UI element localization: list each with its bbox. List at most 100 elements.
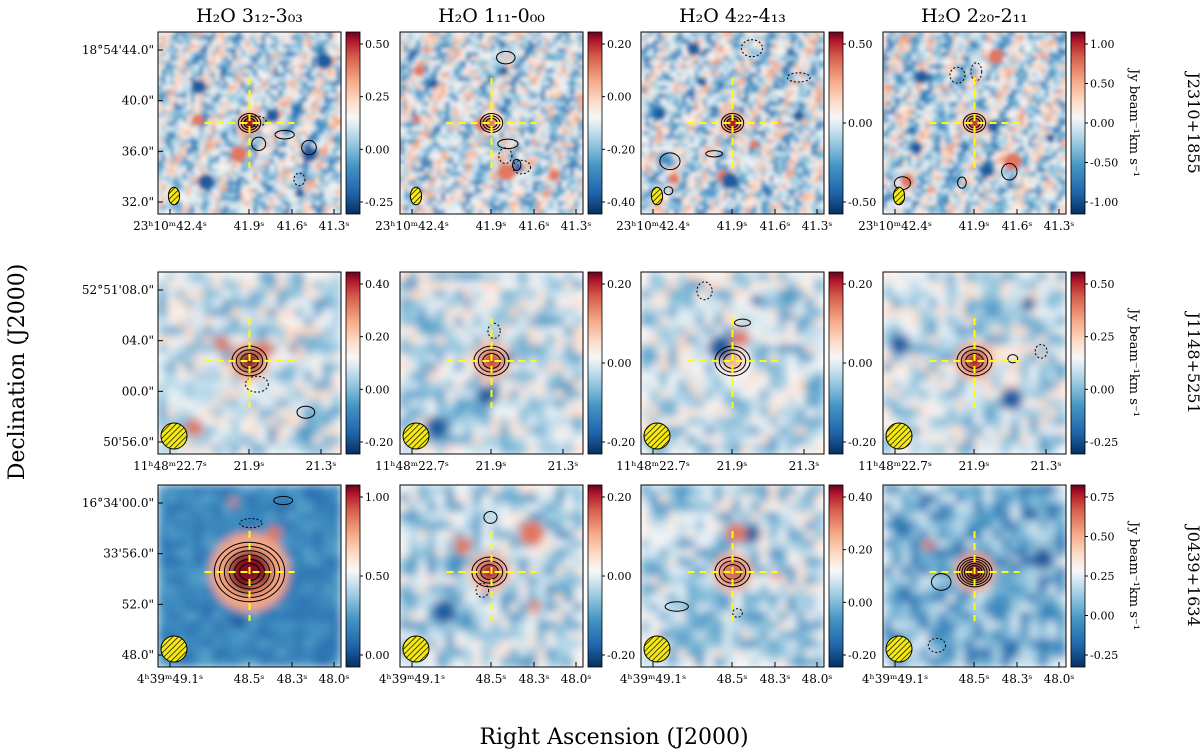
crosshair <box>204 531 295 621</box>
colorbar-tick-label: 0.00 <box>848 357 873 370</box>
map-panel: 4ʰ39ᵐ49.1ˢ 48.5ˢ 48.3ˢ 48.0ˢ 0.20 0.00 -0.20 <box>379 484 635 686</box>
source-label: J1148+5251 <box>1184 310 1200 413</box>
flux-map <box>400 32 583 214</box>
flux-map <box>400 272 583 454</box>
colorbar-tick-label: -0.25 <box>1090 649 1118 662</box>
colorbar-tick-label: 1.00 <box>1090 38 1115 51</box>
flux-map <box>158 485 341 667</box>
colorbar-tick-label: 0.50 <box>1090 78 1115 91</box>
ra-tick-label: 41.9ˢ <box>476 219 507 233</box>
ra-tick-label: 41.6ˢ <box>1002 219 1033 233</box>
colorbar-tick-label: -0.20 <box>607 649 635 662</box>
colorbar <box>1070 31 1086 215</box>
ra-tick-label: 4ʰ39ᵐ49.1ˢ <box>620 672 686 686</box>
ra-tick-label: 21.3ˢ <box>1031 459 1062 473</box>
flux-map <box>158 32 341 214</box>
colorbar-tick-label: -0.25 <box>365 196 393 209</box>
dec-tick-label: 36.0" <box>122 144 154 158</box>
colorbar-tick-label: 0.00 <box>365 143 390 156</box>
beam-ellipse <box>650 186 664 206</box>
colorbar-tick-label: 0.00 <box>848 596 873 609</box>
map-panel: 11ʰ48ᵐ22.7ˢ 21.9ˢ 21.3ˢ 0.50 0.25 0.00 -0.25 <box>858 271 1118 473</box>
colorbar-tick-label: 0.25 <box>1090 331 1115 344</box>
colorbar-tick-label: 0.00 <box>848 117 873 130</box>
ra-tick-label: 21.3ˢ <box>548 459 579 473</box>
crosshair <box>204 318 295 408</box>
ra-tick-label: 48.5ˢ <box>234 672 265 686</box>
colorbar <box>1070 271 1086 455</box>
colorbar-tick-label: 0.40 <box>848 491 873 504</box>
ra-tick-label: 41.6ˢ <box>277 219 308 233</box>
ra-tick-label: 48.5ˢ <box>717 672 748 686</box>
colorbar-tick-label: 0.20 <box>848 278 873 291</box>
colorbar-tick-label: 1.00 <box>365 491 390 504</box>
colorbar-tick-label: -0.50 <box>1090 157 1118 170</box>
colorbar <box>828 484 844 668</box>
ra-tick-label: 11ʰ48ᵐ22.7ˢ <box>616 459 690 473</box>
beam-ellipse <box>402 422 430 450</box>
colorbar-tick-label: 0.50 <box>1090 278 1115 291</box>
ra-tick-label: 23ʰ10ᵐ42.4ˢ <box>375 219 449 233</box>
crosshair <box>687 78 778 168</box>
flux-map <box>641 272 824 454</box>
colorbar-tick-label: 0.50 <box>1090 531 1115 544</box>
ra-tick-label: 23ʰ10ᵐ42.4ˢ <box>616 219 690 233</box>
ra-tick-label: 41.3ˢ <box>319 219 350 233</box>
ra-tick-label: 23ʰ10ᵐ42.4ˢ <box>133 219 207 233</box>
colorbar-tick-label: 0.00 <box>607 570 632 583</box>
beam-ellipse <box>160 422 188 450</box>
crosshair <box>929 531 1020 621</box>
map-panel: 11ʰ48ᵐ22.7ˢ 21.9ˢ 21.3ˢ 0.20 0.00 -0.20 <box>375 271 635 473</box>
crosshair <box>204 78 295 168</box>
ra-tick-label: 48.0ˢ <box>319 672 350 686</box>
flux-map <box>158 272 341 454</box>
colorbar-tick-label: 0.40 <box>365 278 390 291</box>
ra-tick-label: 21.9ˢ <box>476 459 507 473</box>
crosshair <box>929 318 1020 408</box>
column-title: H₂O 4₂₂-4₁₃ <box>679 5 786 27</box>
colorbar <box>828 31 844 215</box>
beam-ellipse <box>160 635 188 663</box>
crosshair <box>687 318 778 408</box>
dec-tick-label: 50'56.0" <box>103 435 154 449</box>
unit-label: Jy beam⁻¹km s⁻¹ <box>1126 520 1141 630</box>
source-label: J0439+1634 <box>1184 523 1200 626</box>
map-panel: 11ʰ48ᵐ22.7ˢ 21.9ˢ 21.3ˢ 0.20 0.00 -0.20 <box>616 271 876 473</box>
ra-tick-label: 41.9ˢ <box>717 219 748 233</box>
colorbar-tick-label: 0.50 <box>365 38 390 51</box>
ra-tick-label: 48.3ˢ <box>760 672 791 686</box>
colorbar-tick-label: 0.50 <box>848 38 873 51</box>
crosshair <box>446 78 537 168</box>
beam-ellipse <box>643 422 671 450</box>
colorbar-tick-label: 0.20 <box>848 544 873 557</box>
colorbar-tick-label: 0.50 <box>365 570 390 583</box>
ra-tick-label: 48.5ˢ <box>959 672 990 686</box>
ra-tick-label: 41.3ˢ <box>802 219 833 233</box>
ra-tick-label: 48.3ˢ <box>519 672 550 686</box>
map-panel: 23ʰ10ᵐ42.4ˢ 41.9ˢ 41.6ˢ 41.3ˢ 0.20 0.00 -0.20 -… <box>375 31 635 233</box>
y-axis-label: Declination (J2000) <box>5 264 30 481</box>
colorbar-tick-label: -0.20 <box>607 436 635 449</box>
colorbar-tick-label: 0.20 <box>607 278 632 291</box>
colorbar <box>828 271 844 455</box>
ra-tick-label: 11ʰ48ᵐ22.7ˢ <box>858 459 932 473</box>
unit-label: Jy beam⁻¹km s⁻¹ <box>1126 67 1141 177</box>
map-panel: 23ʰ10ᵐ42.4ˢ 41.9ˢ 41.6ˢ 41.3ˢ 1.00 0.50 0.00 -0… <box>858 31 1118 233</box>
ra-tick-label: 21.9ˢ <box>959 459 990 473</box>
colorbar <box>345 271 361 455</box>
colorbar-tick-label: -0.40 <box>607 196 635 209</box>
ra-tick-label: 21.3ˢ <box>306 459 337 473</box>
column-title: H₂O 2₂₀-2₁₁ <box>921 5 1028 27</box>
dec-tick-label: 04.0" <box>122 334 154 348</box>
colorbar-tick-label: 0.00 <box>365 383 390 396</box>
colorbar-tick-label: 0.00 <box>1090 383 1115 396</box>
dec-tick-label: 48.0" <box>122 648 154 662</box>
colorbar-tick-label: 0.25 <box>365 91 390 104</box>
colorbar-tick-label: -0.20 <box>365 436 393 449</box>
colorbar <box>587 31 603 215</box>
ra-tick-label: 41.6ˢ <box>519 219 550 233</box>
colorbar-tick-label: 0.00 <box>365 649 390 662</box>
dec-tick-label: 52.0" <box>122 597 154 611</box>
unit-label: Jy beam⁻¹km s⁻¹ <box>1126 307 1141 417</box>
colorbar-tick-label: -0.20 <box>607 143 635 156</box>
